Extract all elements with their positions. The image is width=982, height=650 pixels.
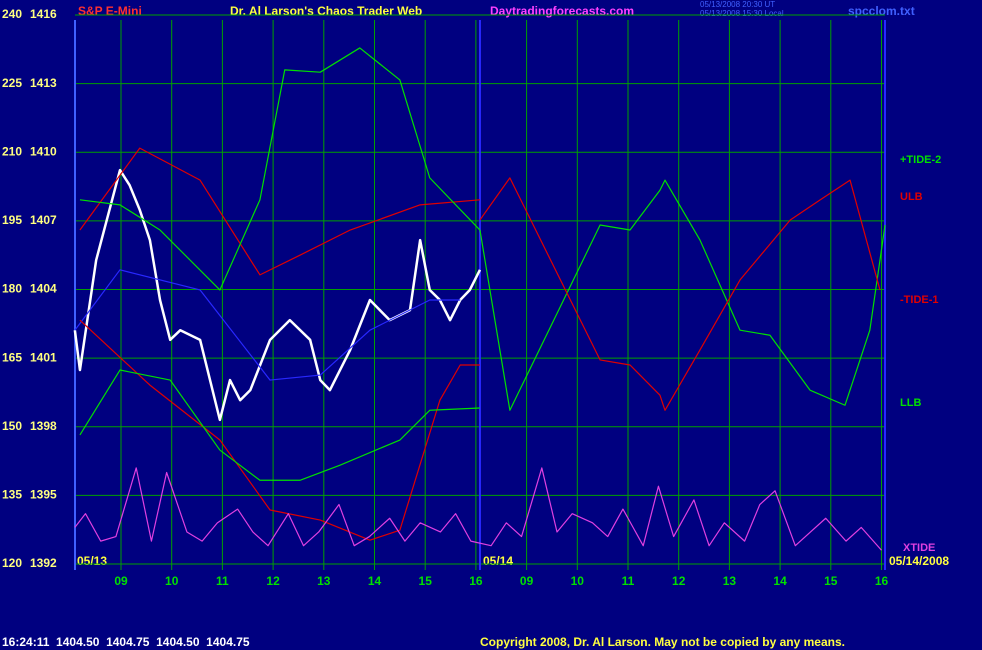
y-tick-label: 210 xyxy=(2,144,22,158)
x-tick-label: 10 xyxy=(165,574,179,588)
y2-tick-label: 1416 xyxy=(30,7,57,21)
date-label: 05/14 xyxy=(483,554,513,568)
date-label: 05/14/2008 xyxy=(889,554,949,568)
quote: 16:24:11 1404.50 1404.75 1404.50 1404.75 xyxy=(2,635,250,649)
x-tick-label: 09 xyxy=(114,574,128,588)
series-line xyxy=(79,369,480,481)
series-line xyxy=(74,467,882,551)
y-tick-label: 195 xyxy=(2,213,22,227)
series-line xyxy=(79,319,480,541)
y2-tick-label: 1398 xyxy=(30,419,57,433)
y2-tick-label: 1404 xyxy=(30,282,57,296)
series-line xyxy=(479,179,886,411)
x-tick-label: 12 xyxy=(672,574,686,588)
x-tick-label: 11 xyxy=(622,574,635,588)
series-label: LLB xyxy=(900,397,921,409)
y-tick-label: 225 xyxy=(2,76,22,90)
y2-tick-label: 1395 xyxy=(30,488,57,502)
y-tick-label: 240 xyxy=(2,7,22,21)
y2-tick-label: 1410 xyxy=(30,144,57,158)
x-tick-label: 14 xyxy=(773,574,787,588)
y-tick-label: 180 xyxy=(2,282,22,296)
x-tick-label: 13 xyxy=(317,574,331,588)
series-label: +TIDE-2 xyxy=(900,154,941,166)
series-label: ULB xyxy=(900,191,923,203)
y-tick-label: 120 xyxy=(2,556,22,570)
x-tick-label: 15 xyxy=(419,574,433,588)
site: Daytradingforecasts.com xyxy=(490,4,634,18)
x-tick-label: 14 xyxy=(368,574,382,588)
file-name: spcclom.txt xyxy=(848,4,915,18)
series-line xyxy=(74,269,461,381)
x-tick-label: 16 xyxy=(469,574,483,588)
series-line xyxy=(479,177,881,411)
timestamp: 05/13/2008 15:30 Local xyxy=(700,9,784,18)
series-label: XTIDE xyxy=(903,542,935,554)
x-tick-label: 16 xyxy=(875,574,889,588)
series-line xyxy=(79,47,481,291)
x-tick-label: 11 xyxy=(216,574,229,588)
x-tick-label: 09 xyxy=(520,574,534,588)
series-line xyxy=(79,147,481,276)
series-line xyxy=(73,168,482,422)
timestamp: 05/13/2008 20:30 UT xyxy=(700,0,775,9)
copyright: Copyright 2008, Dr. Al Larson. May not b… xyxy=(480,635,845,649)
y-tick-label: 165 xyxy=(2,350,22,364)
symbol: S&P E-Mini xyxy=(78,4,142,18)
y2-tick-label: 1413 xyxy=(30,76,57,90)
y2-tick-label: 1401 xyxy=(30,350,57,364)
x-tick-label: 10 xyxy=(571,574,585,588)
y2-tick-label: 1407 xyxy=(30,213,57,227)
date-label: 05/13 xyxy=(77,554,107,568)
y-tick-label: 150 xyxy=(2,419,22,433)
x-tick-label: 12 xyxy=(266,574,280,588)
x-tick-label: 13 xyxy=(723,574,737,588)
series-label: -TIDE-1 xyxy=(900,294,939,306)
x-tick-label: 15 xyxy=(824,574,838,588)
y-tick-label: 135 xyxy=(2,488,22,502)
chart-title: Dr. Al Larson's Chaos Trader Web xyxy=(230,4,422,18)
y2-tick-label: 1392 xyxy=(30,556,57,570)
